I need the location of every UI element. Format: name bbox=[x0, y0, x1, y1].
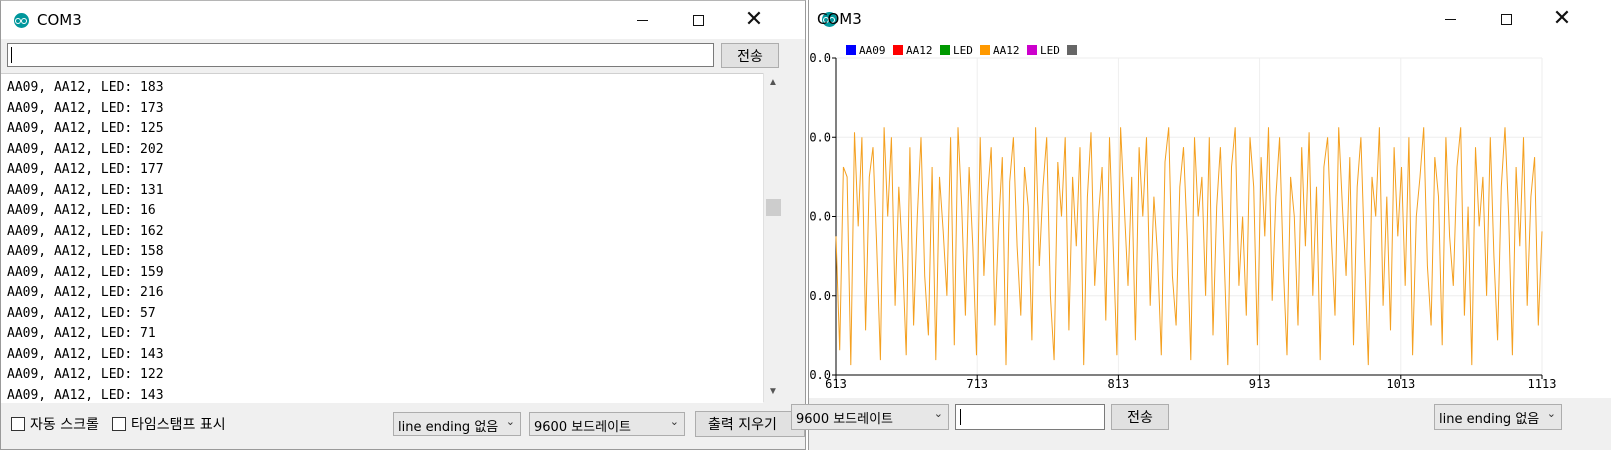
y-tick-label: 0.0 bbox=[809, 368, 831, 382]
y-tick-label: 160.0 bbox=[809, 210, 831, 224]
legend-swatch bbox=[980, 45, 990, 55]
plotter-close-button[interactable]: ✕ bbox=[1539, 0, 1585, 38]
serial-line: AA09, AA12, LED: 183 bbox=[7, 80, 164, 95]
autoscroll-label: 자동 스크롤 bbox=[30, 417, 99, 433]
series-line bbox=[835, 127, 1543, 366]
plotter-footer: 9600 보드레이트 ⌄ 전송 line ending 없음 ⌄ bbox=[791, 398, 1611, 450]
close-icon: ✕ bbox=[744, 7, 764, 32]
legend-swatch bbox=[940, 45, 950, 55]
serial-line: AA09, AA12, LED: 158 bbox=[7, 244, 164, 259]
x-tick-label: 813 bbox=[1108, 377, 1130, 391]
serial-line: AA09, AA12, LED: 125 bbox=[7, 121, 164, 136]
chevron-down-icon: ⌄ bbox=[1546, 407, 1556, 420]
minimize-icon bbox=[636, 19, 648, 21]
serial-line: AA09, AA12, LED: 216 bbox=[7, 285, 164, 300]
serial-line: AA09, AA12, LED: 202 bbox=[7, 141, 164, 157]
x-tick-label: 913 bbox=[1249, 377, 1271, 391]
y-tick-label: 240.0 bbox=[809, 130, 831, 144]
legend-swatch bbox=[846, 45, 856, 55]
scrollbar-thumb[interactable] bbox=[766, 199, 781, 216]
arduino-icon bbox=[14, 13, 29, 28]
legend-label: AA12 bbox=[993, 44, 1020, 57]
monitor-titlebar[interactable]: COM3 ✕ bbox=[1, 1, 805, 39]
serial-line: AA09, AA12, LED: 162 bbox=[7, 223, 164, 239]
serial-line: AA09, AA12, LED: 131 bbox=[7, 182, 164, 198]
serial-line: AA09, AA12, LED: 159 bbox=[7, 264, 164, 280]
maximize-icon bbox=[692, 14, 704, 26]
plotter-maximize-button[interactable] bbox=[1483, 0, 1529, 38]
serial-plotter-window: COM3 ✕ 0.0 80.0 160.0 240.0 320.0 613 713 813 91… bbox=[791, 0, 1611, 450]
serial-line: AA09, AA12, LED: 16 bbox=[7, 203, 156, 218]
line-ending-value: line ending 없음 bbox=[398, 420, 499, 435]
arduino-icon bbox=[822, 12, 837, 27]
y-tick-label: 320.0 bbox=[809, 51, 831, 65]
scroll-up-icon[interactable]: ▲ bbox=[768, 77, 778, 88]
plotter-baud-select[interactable]: 9600 보드레이트 ⌄ bbox=[791, 404, 949, 430]
x-tick-label: 1113 bbox=[1528, 377, 1557, 391]
close-icon: ✕ bbox=[1552, 6, 1572, 31]
plotter-line-ending-select[interactable]: line ending 없음 ⌄ bbox=[1434, 404, 1562, 430]
plotter-minimize-button[interactable] bbox=[1427, 0, 1473, 38]
plotter-send-input[interactable] bbox=[955, 404, 1105, 430]
baud-rate-select[interactable]: 9600 보드레이트 ⌄ bbox=[529, 412, 685, 436]
timestamp-checkbox[interactable] bbox=[112, 417, 126, 431]
minimize-icon bbox=[1444, 18, 1456, 20]
x-tick-label: 613 bbox=[825, 377, 847, 391]
send-input[interactable] bbox=[7, 43, 714, 67]
timestamp-label: 타임스탬프 표시 bbox=[131, 417, 226, 433]
plotter-line-ending-value: line ending 없음 bbox=[1439, 412, 1540, 427]
plotter-baud-value: 9600 보드레이트 bbox=[796, 412, 894, 427]
close-button[interactable]: ✕ bbox=[731, 1, 777, 39]
line-ending-select[interactable]: line ending 없음 ⌄ bbox=[393, 412, 521, 436]
y-tick-label: 80.0 bbox=[809, 289, 831, 303]
maximize-icon bbox=[1500, 13, 1512, 25]
x-tick-label: 1013 bbox=[1386, 377, 1415, 391]
serial-monitor-window: COM3 ✕ 전송 AA09, AA12, LED: 183 AA09, AA12… bbox=[0, 0, 806, 450]
minimize-button[interactable] bbox=[619, 1, 665, 39]
chevron-down-icon: ⌄ bbox=[505, 415, 515, 428]
serial-line: AA09, AA12, LED: 57 bbox=[7, 305, 156, 321]
plotter-title: COM3 bbox=[817, 10, 862, 28]
legend-label: LED bbox=[1040, 44, 1060, 57]
serial-line: AA09, AA12, LED: 177 bbox=[7, 162, 164, 177]
serial-line: AA09, AA12, LED: 143 bbox=[7, 387, 164, 403]
serial-line: AA09, AA12, LED: 122 bbox=[7, 367, 164, 382]
legend-label: AA09 bbox=[859, 44, 886, 57]
monitor-footer: 자동 스크롤 타임스탬프 표시 line ending 없음 ⌄ 9600 보드… bbox=[1, 405, 807, 451]
baud-rate-value: 9600 보드레이트 bbox=[534, 420, 632, 435]
plotter-send-button[interactable]: 전송 bbox=[1111, 404, 1169, 430]
legend-label: AA12 bbox=[906, 44, 933, 57]
chevron-down-icon: ⌄ bbox=[933, 407, 943, 420]
autoscroll-checkbox[interactable] bbox=[11, 417, 25, 431]
legend-swatch bbox=[893, 45, 903, 55]
legend-label: LED bbox=[953, 44, 973, 57]
clear-output-button[interactable]: 출력 지우기 bbox=[695, 411, 805, 437]
serial-line: AA09, AA12, LED: 143 bbox=[7, 346, 164, 362]
monitor-title: COM3 bbox=[37, 11, 82, 29]
serial-line: AA09, AA12, LED: 173 bbox=[7, 100, 164, 116]
serial-output[interactable]: AA09, AA12, LED: 183 AA09, AA12, LED: 173… bbox=[1, 73, 763, 403]
legend-swatch bbox=[1067, 45, 1077, 55]
x-tick-label: 713 bbox=[966, 377, 988, 391]
chevron-down-icon: ⌄ bbox=[669, 415, 679, 428]
maximize-button[interactable] bbox=[675, 1, 721, 39]
legend-swatch bbox=[1027, 45, 1037, 55]
plotter-titlebar[interactable]: COM3 ✕ bbox=[809, 0, 1611, 38]
serial-plot: 0.0 80.0 160.0 240.0 320.0 613 713 813 913 1013 11… bbox=[795, 44, 1557, 391]
output-scrollbar[interactable]: ▲ ▼ bbox=[763, 73, 782, 402]
plot-area: 0.0 80.0 160.0 240.0 320.0 613 713 813 913 1013 11… bbox=[795, 38, 1611, 398]
scroll-down-icon[interactable]: ▼ bbox=[768, 386, 778, 397]
serial-line: AA09, AA12, LED: 71 bbox=[7, 326, 156, 341]
send-button[interactable]: 전송 bbox=[721, 43, 779, 68]
